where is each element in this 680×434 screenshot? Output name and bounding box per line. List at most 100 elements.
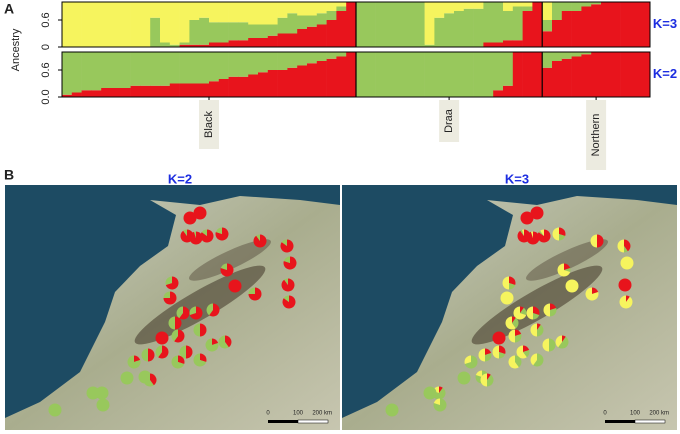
ancestry-segment (630, 2, 641, 47)
ancestry-segment (307, 52, 318, 64)
ancestry-segment (581, 2, 592, 7)
ancestry-segment (552, 61, 563, 97)
group-label-box (439, 100, 460, 142)
ancestry-segment (179, 42, 190, 45)
ancestry-segment (160, 42, 171, 47)
ancestry-segment (150, 85, 161, 97)
ancestry-segment (169, 83, 180, 97)
pie-slice (186, 345, 193, 359)
pie-slice (564, 267, 571, 273)
ancestry-segment (522, 11, 533, 47)
ancestry-segment (71, 52, 82, 93)
ancestry-segment (326, 2, 337, 11)
ancestry-segment (130, 2, 141, 47)
ancestry-segment (483, 52, 494, 97)
maps: 0 100 200 km 0 100 200 km (5, 185, 677, 430)
pie-slice (189, 306, 203, 320)
ancestry-segment (238, 22, 249, 41)
ancestry-segment (434, 2, 445, 18)
pie-slice (485, 352, 492, 362)
scale-label: 200 km (649, 411, 669, 417)
pie-slice (179, 306, 190, 320)
ancestry-segment (561, 11, 572, 47)
ancestry-segment (258, 72, 269, 97)
y-tick-label: 0.0 (40, 89, 52, 104)
ancestry-segment (169, 52, 180, 84)
ancestry-segment (424, 2, 435, 45)
pie-slice (526, 306, 533, 320)
ancestry-segment (356, 52, 367, 97)
pie-slice (508, 329, 515, 343)
ancestry-segment (454, 2, 465, 11)
panel-label: B (4, 167, 14, 183)
ancestry-segment (316, 24, 327, 47)
group-label-box (199, 100, 219, 149)
ancestry-segment (444, 13, 455, 47)
pie-slice (200, 229, 214, 243)
pie-slice (193, 231, 196, 238)
ancestry-segment (552, 52, 563, 61)
pie-slice (158, 345, 169, 359)
ancestry-segment (277, 2, 288, 18)
ancestry-segment (336, 52, 347, 57)
ancestry-segment (248, 2, 259, 25)
pie-slice (619, 295, 633, 309)
ancestry-segment (179, 52, 190, 84)
ancestry-segment (297, 65, 308, 97)
pie-slice (215, 227, 222, 234)
ancestry-segment (248, 24, 259, 38)
ancestry-segment (199, 17, 210, 45)
pie-slice (200, 353, 207, 363)
ancestry-segment (336, 56, 347, 97)
pie-slice (163, 291, 170, 298)
pie-slice (485, 348, 492, 355)
pie-slice (193, 353, 207, 367)
pie-slice (480, 373, 487, 387)
ancestry-segment (336, 11, 347, 47)
ancestry-segment (405, 2, 416, 47)
ancestry-segment (395, 52, 406, 97)
pie-slice (558, 336, 569, 349)
ancestry-segment (120, 88, 131, 97)
pie-slice (538, 230, 544, 236)
ancestry-segment (101, 52, 112, 88)
pie-slice (537, 323, 541, 330)
ancestry-segment (160, 52, 171, 86)
ancestry-segment (522, 6, 533, 11)
ancestry-segment (267, 70, 278, 97)
scale-label: 100 (630, 411, 641, 417)
ancestry-segment (316, 52, 327, 61)
ancestry-segment (179, 44, 190, 47)
panel-label: A (4, 1, 14, 17)
ancestry-segment (336, 6, 347, 11)
pie-slice (499, 352, 506, 359)
ancestry-segment (542, 67, 553, 97)
pie-slice (183, 211, 197, 225)
ancestry-segment (228, 76, 239, 97)
ancestry-segment (414, 2, 425, 47)
ancestry-segment (503, 85, 514, 97)
ancestry-segment (395, 2, 406, 47)
ancestry-segment (463, 8, 474, 47)
ancestry-segment (277, 70, 288, 97)
y-tick-label: 0 (40, 44, 52, 50)
ancestry-segment (91, 90, 102, 97)
pie-slice (512, 316, 516, 323)
ancestry-segment (542, 20, 553, 32)
ancestry-segment (326, 11, 337, 20)
pie-slice (533, 306, 540, 316)
pie-slice (165, 276, 172, 286)
pie-slice (134, 355, 141, 362)
ancestry-segment (218, 22, 229, 43)
ancestry-segment (346, 2, 357, 47)
ancestry-segment (640, 2, 651, 47)
pie-slice (178, 355, 185, 365)
pie-slice (432, 387, 446, 400)
pie-slice (530, 323, 537, 337)
ancestry-segment (209, 42, 220, 47)
ancestry-segment (316, 13, 327, 25)
pie-slice (464, 355, 478, 369)
ancestry-segment (316, 61, 327, 97)
scale-bar (268, 420, 298, 423)
ancestry-segment (91, 52, 102, 91)
